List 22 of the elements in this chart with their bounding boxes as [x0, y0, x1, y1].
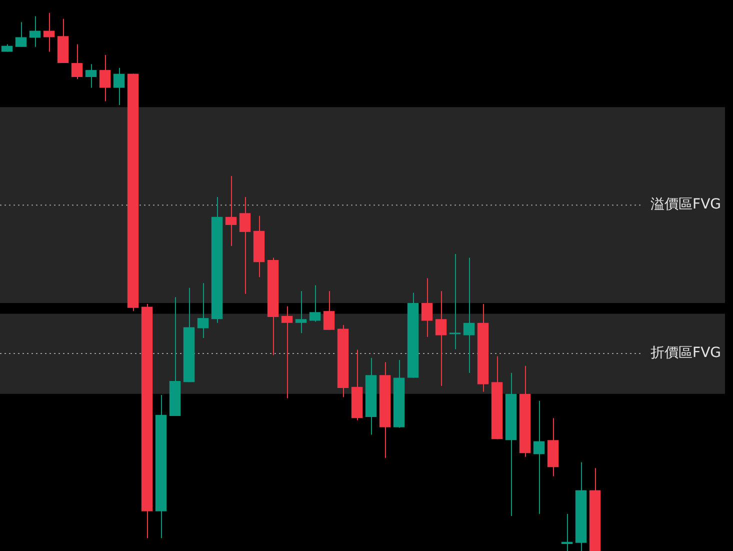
candlestick	[561, 513, 573, 551]
candlestick	[435, 290, 447, 386]
candlestick	[463, 257, 475, 374]
candlestick	[43, 12, 55, 52]
candlestick	[71, 44, 83, 80]
candlestick	[309, 284, 321, 322]
ref-line-label: 折價區FVG	[650, 345, 721, 362]
candlestick	[281, 306, 293, 399]
ref-line-label: 溢價區FVG	[650, 196, 721, 213]
candlestick	[197, 282, 209, 338]
candlestick	[533, 400, 545, 514]
candlestick	[449, 254, 461, 350]
candlestick	[99, 54, 111, 102]
candlestick	[113, 67, 125, 106]
candlestick	[421, 278, 433, 338]
candlestick	[295, 290, 307, 334]
candlestick	[225, 176, 237, 246]
candlestick	[239, 196, 251, 294]
candlestick	[85, 64, 97, 88]
candlestick	[15, 22, 27, 48]
candlestick	[323, 290, 335, 330]
candlestick	[29, 16, 41, 48]
